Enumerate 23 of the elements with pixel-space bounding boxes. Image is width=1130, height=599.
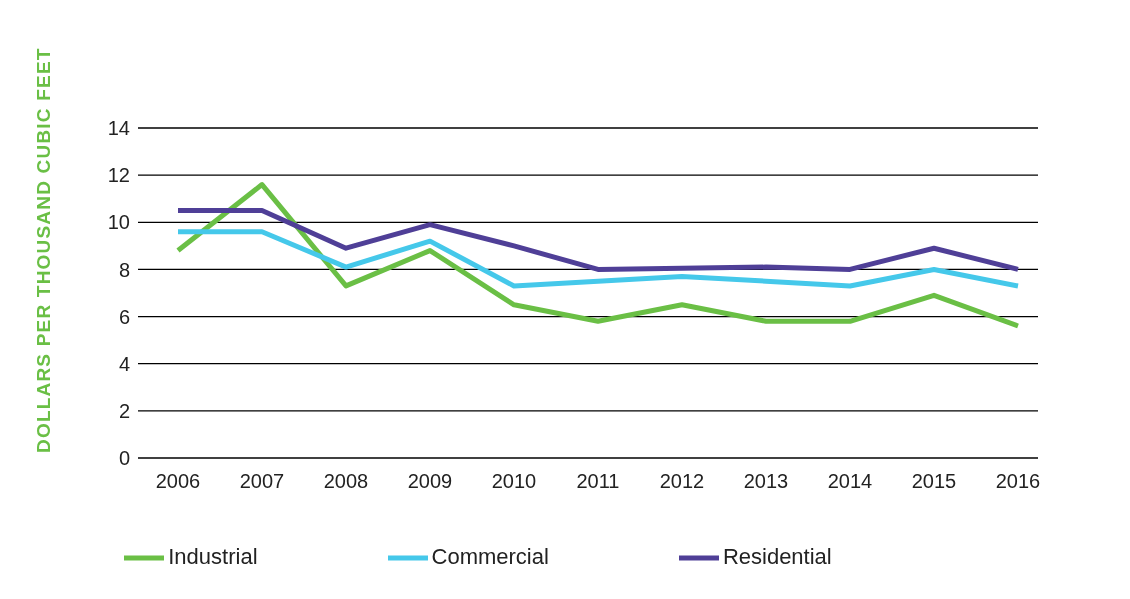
legend-label: Commercial: [431, 543, 549, 569]
y-tick-label: 6: [118, 305, 130, 328]
y-tick-label: 10: [107, 211, 130, 234]
x-tick-label: 2012: [659, 470, 705, 493]
x-tick-label: 2011: [576, 470, 620, 493]
x-tick-label: 2008: [323, 470, 369, 493]
y-tick-label: 14: [107, 117, 130, 140]
x-tick-label: 2015: [911, 470, 957, 493]
y-tick-label: 8: [118, 258, 130, 281]
x-tick-label: 2014: [827, 470, 873, 493]
x-tick-label: 2006: [155, 470, 201, 493]
y-tick-label: 12: [107, 164, 130, 187]
legend-label: Industrial: [168, 543, 258, 569]
legend-label: Residential: [722, 543, 832, 569]
y-tick-label: 0: [118, 447, 130, 470]
x-tick-label: 2010: [491, 470, 537, 493]
y-axis-title: DOLLARS PER THOUSAND CUBIC FEET: [32, 47, 54, 453]
x-tick-label: 2007: [239, 470, 285, 493]
y-tick-label: 4: [118, 352, 130, 375]
x-tick-label: 2009: [407, 470, 453, 493]
y-tick-label: 2: [118, 399, 130, 422]
x-tick-label: 2013: [743, 470, 789, 493]
x-tick-label: 2016: [995, 470, 1041, 493]
